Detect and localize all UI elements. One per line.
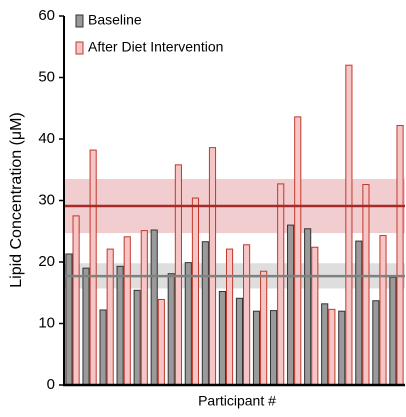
bar: [260, 270, 268, 386]
bar: [65, 253, 73, 386]
y-tick-label: 20: [38, 253, 55, 270]
bar: [201, 241, 209, 386]
bar: [311, 246, 319, 386]
bar: [225, 248, 234, 386]
y-tick-label: 40: [38, 130, 55, 147]
legend-label: Baseline: [88, 12, 142, 28]
bar: [157, 299, 165, 386]
y-tick-label: 50: [38, 68, 55, 85]
bar: [328, 308, 336, 386]
bar: [167, 273, 175, 386]
bar: [208, 147, 217, 386]
bar: [116, 265, 124, 386]
bar: [72, 215, 80, 386]
bar: [277, 183, 285, 386]
bar: [287, 224, 295, 386]
bar: [191, 197, 200, 386]
bar: [218, 291, 226, 386]
bar: [355, 240, 363, 386]
bar: [106, 248, 114, 386]
bar: [89, 149, 97, 386]
bar: [99, 309, 107, 386]
y-tick-label: 0: [47, 376, 55, 393]
bar: [345, 64, 353, 386]
bar: [133, 289, 141, 386]
bar: [362, 184, 370, 386]
y-tick-label: 60: [38, 7, 55, 24]
x-axis-label: Participant #: [198, 393, 276, 409]
bar: [269, 310, 278, 386]
bar: [372, 300, 380, 386]
bar: [379, 235, 387, 386]
bar: [184, 262, 192, 386]
bar: [123, 236, 131, 386]
bar: [150, 229, 158, 386]
legend-swatch: [75, 41, 84, 55]
legend-label: After Diet Intervention: [88, 39, 223, 55]
y-tick-label: 30: [38, 191, 55, 208]
bar: [82, 267, 90, 386]
y-tick-label: 10: [38, 314, 55, 331]
bar: [252, 310, 261, 386]
bar: [140, 230, 148, 386]
bar: [321, 303, 329, 386]
bar: [389, 276, 397, 386]
bar: [396, 124, 404, 386]
legend-swatch: [75, 14, 84, 28]
bar: [243, 244, 251, 386]
bar: [235, 297, 244, 386]
y-axis-label: Lipid Concentration (μM): [8, 112, 25, 288]
bar: [304, 228, 312, 386]
bar: [294, 116, 302, 386]
bar: [338, 310, 346, 386]
